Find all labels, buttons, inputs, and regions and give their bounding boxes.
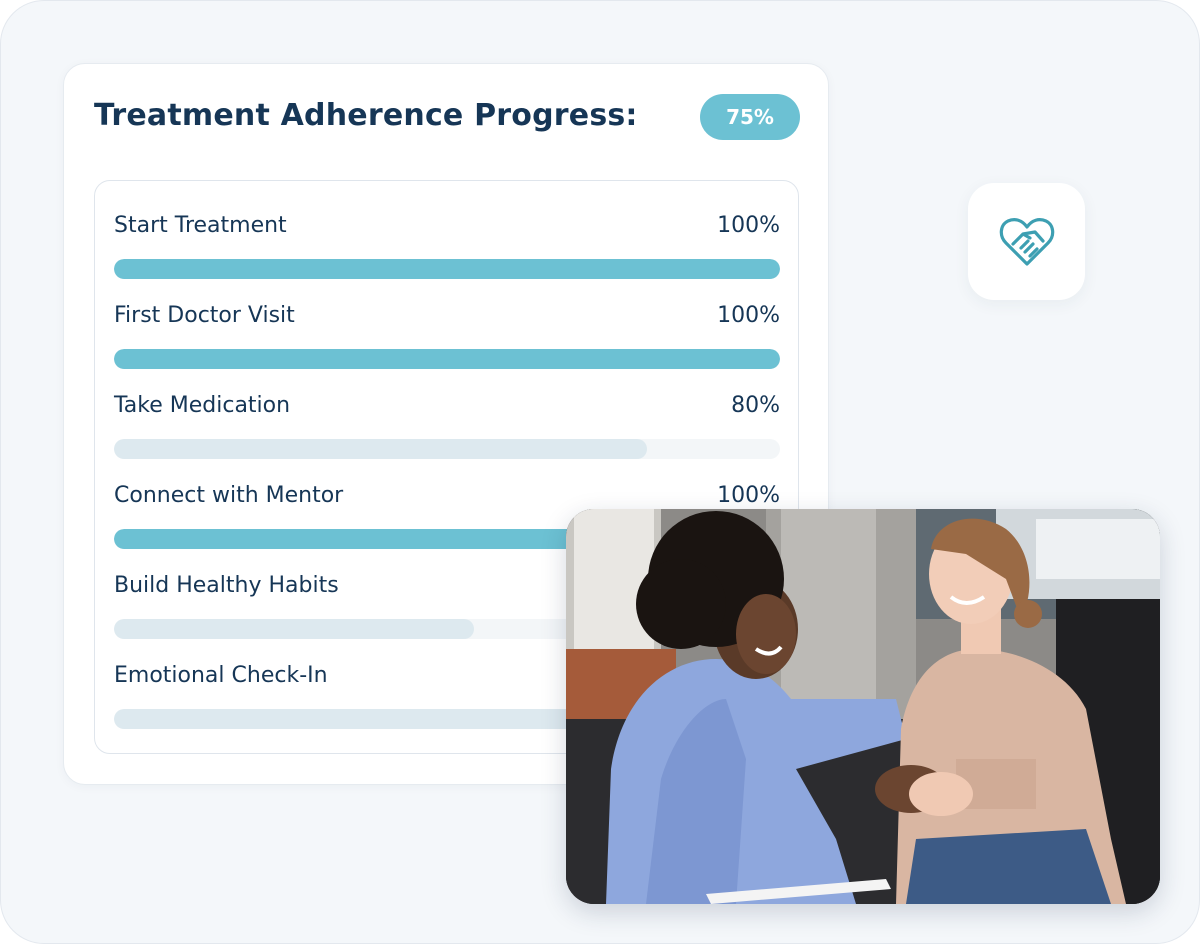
step-value: 100% <box>717 213 780 238</box>
step-label: Emotional Check-In <box>114 663 328 688</box>
progress-row: First Doctor Visit 100% <box>114 301 780 381</box>
two-women-holding-hands-photo <box>566 509 1160 904</box>
step-label: First Doctor Visit <box>114 303 295 328</box>
overall-progress-badge: 75% <box>700 94 800 140</box>
heart-handshake-icon <box>999 217 1054 266</box>
progress-fill <box>114 349 780 369</box>
progress-row: Start Treatment 100% <box>114 211 780 291</box>
progress-fill <box>114 709 581 729</box>
progress-fill <box>114 439 647 459</box>
progress-row: Take Medication 80% <box>114 391 780 471</box>
progress-fill <box>114 619 474 639</box>
step-label: Start Treatment <box>114 213 287 238</box>
progress-fill <box>114 259 780 279</box>
card-title: Treatment Adherence Progress: <box>94 98 638 133</box>
progress-track <box>114 439 780 459</box>
step-label: Take Medication <box>114 393 291 418</box>
step-label: Build Healthy Habits <box>114 573 339 598</box>
step-label: Connect with Mentor <box>114 483 344 508</box>
progress-card: Treatment Adherence Progress: 75% Start … <box>63 63 829 785</box>
step-value: 100% <box>717 303 780 328</box>
step-value: 80% <box>731 393 780 418</box>
icon-tile <box>968 183 1085 300</box>
step-value: 100% <box>717 483 780 508</box>
progress-track <box>114 349 780 369</box>
progress-track <box>114 259 780 279</box>
